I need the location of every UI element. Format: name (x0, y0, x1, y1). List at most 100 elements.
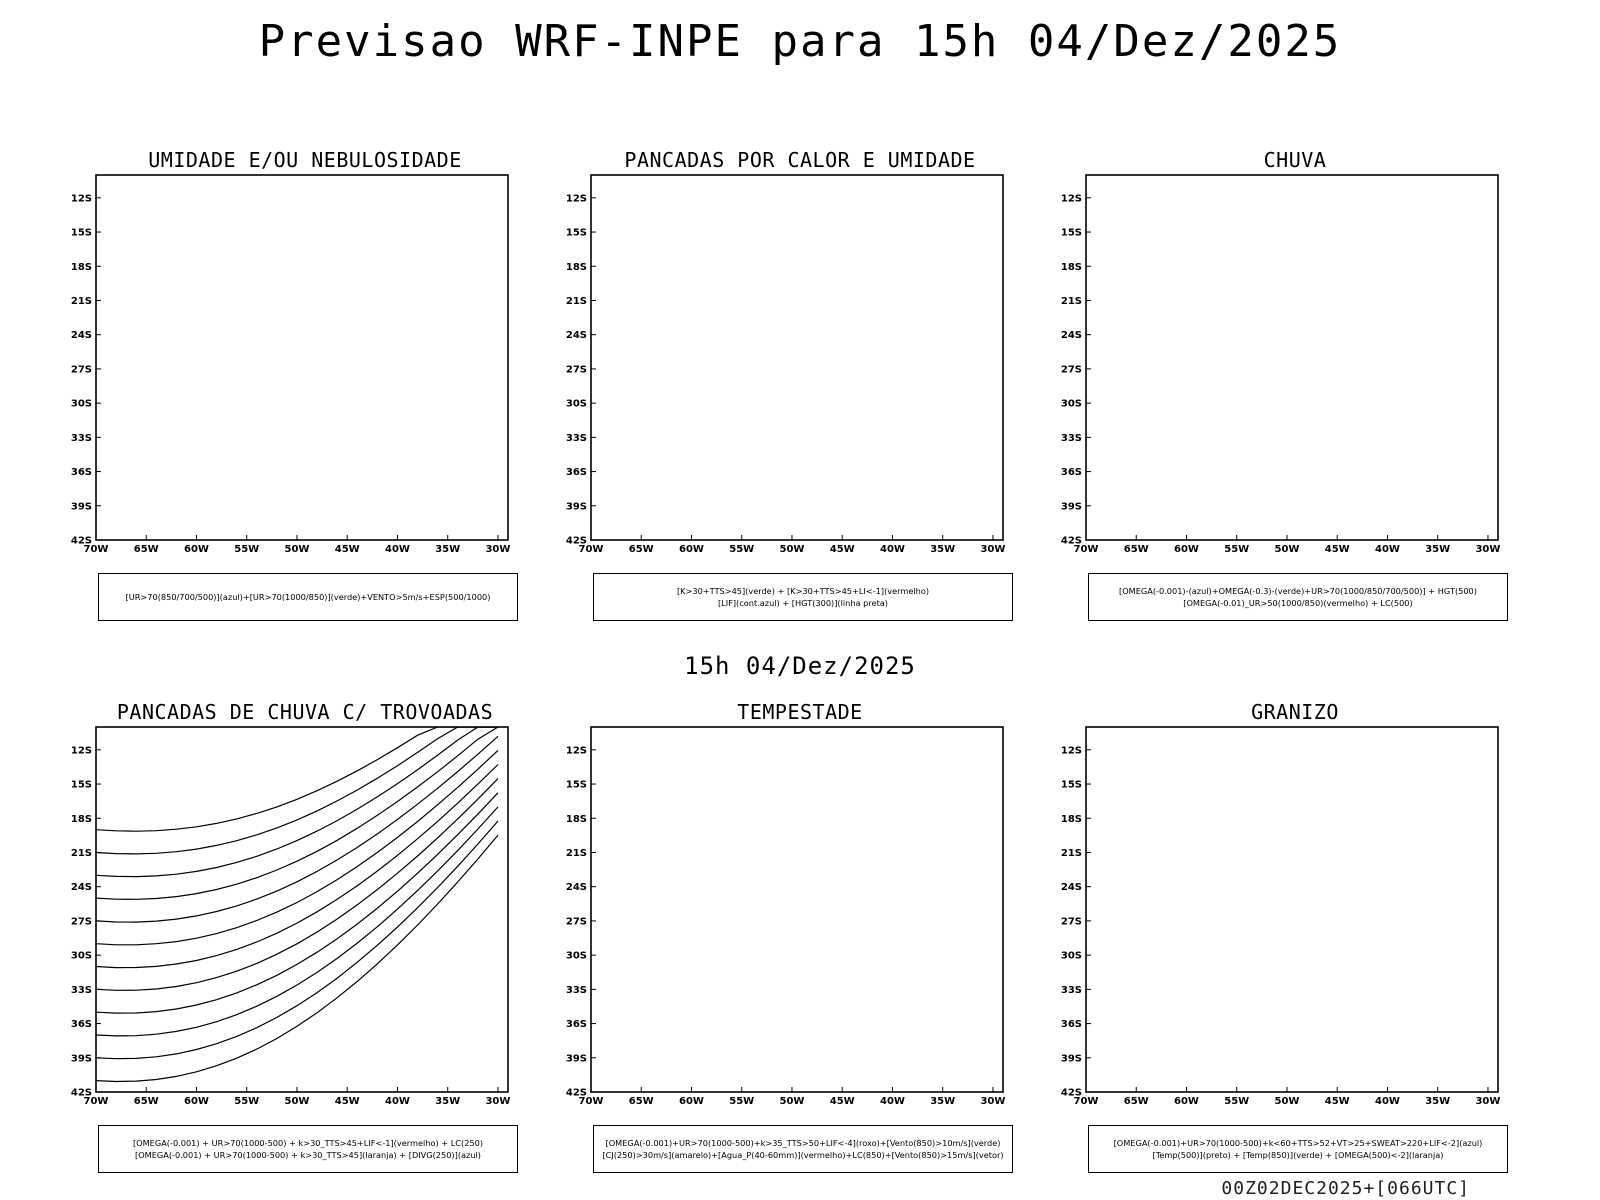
lat-tick-label: 21S (71, 296, 92, 307)
lat-tick-label: 24S (566, 882, 587, 893)
map-layers (96, 727, 499, 1083)
lat-tick-label: 39S (566, 1053, 587, 1064)
lon-tick-label: 45W (830, 544, 855, 555)
lon-tick-label: 45W (1325, 544, 1350, 555)
lat-tick-label: 27S (71, 916, 92, 927)
lon-tick-label: 65W (629, 1096, 654, 1107)
lc250-streamline (96, 806, 499, 1037)
panel-legend: [OMEGA(-0.001)-(azul)+OMEGA(-0.3)-(verde… (1088, 573, 1508, 621)
map-chuva: 5825825765765705675765735735765675675645… (1061, 174, 1500, 555)
lon-tick-label: 45W (1325, 1096, 1350, 1107)
panel-legend: [K>30+TTS>45](verde) + [K>30+TTS>45+LI<-… (593, 573, 1013, 621)
panel-chuva: CHUVA 5825825765765705675765735735765675… (1060, 148, 1530, 621)
lc250-streamline (96, 820, 499, 1060)
lon-tick-label: 50W (779, 1096, 804, 1107)
lc250-streamline (96, 727, 499, 900)
lon-tick-label: 50W (779, 544, 804, 555)
lat-tick-label: 42S (71, 536, 92, 547)
lat-tick-label: 27S (1061, 916, 1082, 927)
lat-tick-label: 27S (566, 916, 587, 927)
lat-tick-label: 42S (71, 1088, 92, 1099)
lat-tick-label: 39S (566, 501, 587, 512)
frame-border (1085, 726, 1499, 1093)
lat-tick-label: 36S (566, 467, 587, 478)
lat-tick-label: 12S (566, 193, 587, 204)
frame-border (95, 174, 509, 541)
lat-tick-label: 15S (71, 780, 92, 791)
frame-border (590, 726, 1004, 1093)
panel-pancadas-trovoadas: PANCADAS DE CHUVA C/ TROVOADAS 12S 15S 18S… (70, 700, 540, 1173)
lon-tick-label: 70W (84, 544, 109, 555)
lon-tick-label: 55W (1224, 544, 1249, 555)
lat-tick-label: 24S (566, 330, 587, 341)
lc250-streamline (96, 727, 498, 832)
lat-tick-label: 39S (1061, 501, 1082, 512)
lon-tick-label: 40W (1375, 544, 1400, 555)
lon-tick-label: 50W (1274, 544, 1299, 555)
lon-tick-label: 70W (84, 1096, 109, 1107)
lon-tick-label: 35W (1425, 544, 1450, 555)
lon-tick-label: 60W (679, 544, 704, 555)
lat-tick-label: 33S (71, 985, 92, 996)
lon-tick-label: 70W (1074, 544, 1099, 555)
panel-legend: [OMEGA(-0.001)+UR>70(1000-500)+k<60+TTS>… (1088, 1125, 1508, 1173)
lat-tick-label: 27S (1061, 364, 1082, 375)
lon-tick-label: 45W (335, 544, 360, 555)
lat-tick-label: 30S (71, 951, 92, 962)
panel-legend: [OMEGA(-0.001) + UR>70(1000-500) + k>30_… (98, 1125, 518, 1173)
lon-tick-label: 30W (1475, 544, 1500, 555)
lon-tick-label: 40W (1375, 1096, 1400, 1107)
legend-line: [UR>70(850/700/500)](azul)+[UR>70(1000/8… (125, 592, 491, 602)
lc250-streamline (96, 727, 498, 855)
lon-tick-label: 50W (284, 544, 309, 555)
run-timestamp: 00Z02DEC2025+[066UTC] (1221, 1178, 1470, 1199)
lon-tick-label: 55W (729, 1096, 754, 1107)
lat-tick-label: 12S (71, 745, 92, 756)
lat-tick-label: 36S (1061, 1019, 1082, 1030)
panel-title: GRANIZO (1251, 700, 1339, 724)
legend-line: [OMEGA(-0.001)+UR>70(1000-500)+k<60+TTS>… (1113, 1138, 1483, 1148)
legend-line: [OMEGA(-0.01)_UR>50(1000/850)(vermelho) … (1183, 598, 1413, 608)
lon-tick-label: 40W (880, 544, 905, 555)
lat-tick-label: 18S (1061, 814, 1082, 825)
lat-tick-label: 42S (1061, 536, 1082, 547)
lon-tick-label: 60W (1174, 1096, 1199, 1107)
lon-tick-label: 30W (980, 544, 1005, 555)
panel-tempestade: TEMPESTADE 12S 15S 18S 21S 24S 27S 30S 33S 36S 39… (565, 700, 1035, 1173)
lat-tick-label: 33S (566, 433, 587, 444)
lc250-streamline (96, 749, 499, 946)
lat-tick-label: 24S (71, 882, 92, 893)
lat-tick-label: 12S (1061, 193, 1082, 204)
lc250-streamline (96, 778, 499, 991)
frame-border (1085, 174, 1499, 541)
lat-tick-label: 21S (1061, 296, 1082, 307)
lat-tick-label: 27S (71, 364, 92, 375)
lc250-streamline (96, 735, 499, 923)
lon-tick-label: 60W (679, 1096, 704, 1107)
legend-line: [Temp(500)](preto) + [Temp(850)](verde) … (1152, 1150, 1444, 1160)
lon-tick-label: 40W (385, 544, 410, 555)
lat-tick-label: 33S (71, 433, 92, 444)
lon-tick-label: 70W (1074, 1096, 1099, 1107)
lc250-streamline (96, 834, 499, 1083)
lat-tick-label: 30S (71, 399, 92, 410)
lat-tick-label: 18S (1061, 262, 1082, 273)
lon-tick-label: 60W (184, 544, 209, 555)
lon-tick-label: 65W (1124, 1096, 1149, 1107)
lon-tick-label: 70W (579, 544, 604, 555)
legend-line: [OMEGA(-0.001)-(azul)+OMEGA(-0.3)-(verde… (1119, 586, 1477, 596)
panel-pancadas-calor: PANCADAS POR CALOR E UMIDADE 96009600960… (565, 148, 1035, 621)
lon-tick-label: 50W (284, 1096, 309, 1107)
lon-tick-label: 65W (134, 1096, 159, 1107)
lon-tick-label: 35W (435, 544, 460, 555)
lon-tick-label: 35W (930, 1096, 955, 1107)
legend-line: [OMEGA(-0.001) + UR>70(1000-500) + k>30_… (135, 1150, 481, 1160)
lon-tick-label: 40W (385, 1096, 410, 1107)
legend-line: [CJ(250)>30m/s](amarelo)+[Agua_P(40-60mm… (602, 1150, 1004, 1160)
lat-tick-label: 36S (566, 1019, 587, 1030)
lat-tick-label: 15S (1061, 780, 1082, 791)
